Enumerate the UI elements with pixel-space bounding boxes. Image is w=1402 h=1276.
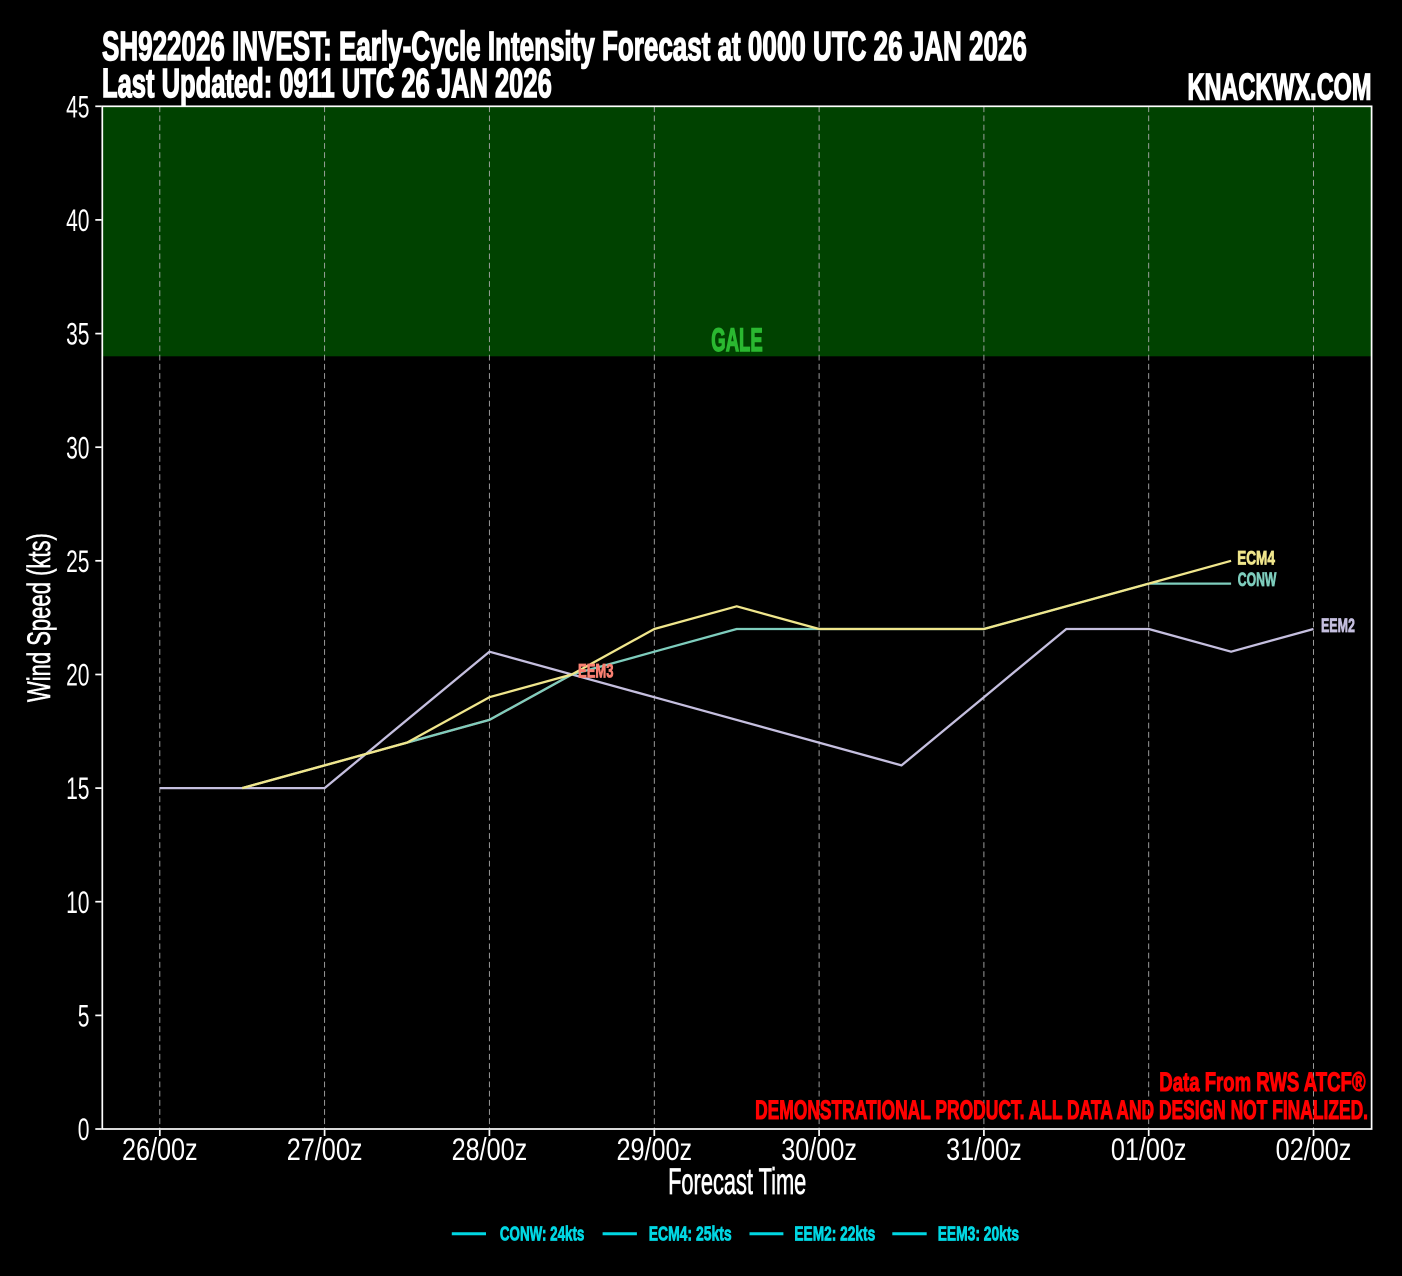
svg-text:26/00z: 26/00z: [122, 1132, 198, 1167]
svg-text:Wind Speed (kts): Wind Speed (kts): [21, 533, 57, 702]
svg-text:31/00z: 31/00z: [946, 1132, 1022, 1167]
svg-text:30: 30: [66, 430, 89, 465]
svg-text:20: 20: [66, 657, 89, 692]
svg-text:Forecast Time: Forecast Time: [668, 1163, 806, 1203]
svg-text:SH922026 INVEST: Early-Cycle I: SH922026 INVEST: Early-Cycle Intensity F…: [102, 24, 1027, 69]
svg-text:35: 35: [66, 316, 89, 351]
svg-text:ECM4: 25kts: ECM4: 25kts: [649, 1222, 732, 1245]
svg-text:EEM2: EEM2: [1321, 615, 1355, 636]
svg-text:0: 0: [78, 1112, 90, 1147]
svg-text:5: 5: [78, 998, 90, 1033]
svg-text:ECM4: ECM4: [1237, 547, 1275, 569]
svg-text:EEM3: 20kts: EEM3: 20kts: [938, 1222, 1019, 1245]
svg-text:EEM2: 22kts: EEM2: 22kts: [794, 1223, 875, 1245]
svg-text:01/00z: 01/00z: [1111, 1132, 1187, 1167]
svg-text:Last Updated: 0911 UTC 26 JAN: Last Updated: 0911 UTC 26 JAN 2026: [102, 61, 552, 106]
svg-text:GALE: GALE: [711, 321, 762, 358]
svg-text:10: 10: [66, 885, 89, 920]
svg-text:40: 40: [66, 203, 89, 238]
svg-text:CONW: CONW: [1238, 569, 1277, 591]
svg-text:27/00z: 27/00z: [287, 1132, 363, 1167]
svg-text:Data From RWS ATCF®: Data From RWS ATCF®: [1159, 1066, 1365, 1096]
svg-text:45: 45: [66, 89, 89, 124]
svg-text:28/00z: 28/00z: [452, 1132, 528, 1167]
svg-text:15: 15: [66, 771, 89, 806]
svg-text:EEM3: EEM3: [578, 660, 614, 682]
svg-text:25: 25: [66, 544, 89, 579]
svg-text:30/00z: 30/00z: [781, 1132, 857, 1167]
svg-text:02/00z: 02/00z: [1276, 1132, 1352, 1167]
svg-text:29/00z: 29/00z: [616, 1132, 692, 1167]
svg-text:DEMONSTRATIONAL PRODUCT. ALL D: DEMONSTRATIONAL PRODUCT. ALL DATA AND DE…: [755, 1094, 1368, 1125]
svg-text:CONW: 24kts: CONW: 24kts: [500, 1223, 584, 1245]
svg-text:KNACKWX.COM: KNACKWX.COM: [1187, 66, 1371, 108]
